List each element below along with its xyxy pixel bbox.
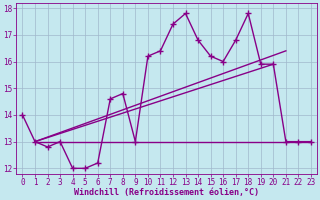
X-axis label: Windchill (Refroidissement éolien,°C): Windchill (Refroidissement éolien,°C) (74, 188, 259, 197)
